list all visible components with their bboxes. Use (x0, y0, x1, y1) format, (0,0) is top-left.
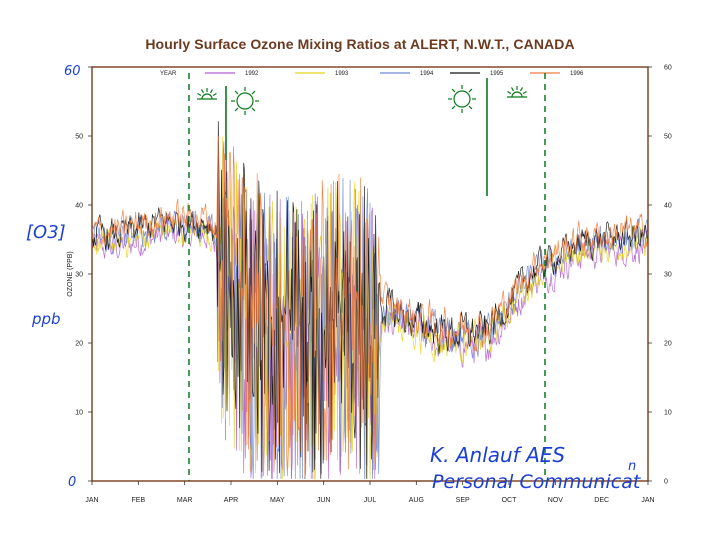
legend-label-1992: 1992 (245, 71, 259, 77)
sun-icon (448, 85, 476, 113)
chart-title: Hourly Surface Ozone Mixing Ratios at AL… (145, 36, 575, 52)
y-tick-label-right: 30 (664, 272, 672, 279)
sunset-icon (507, 86, 527, 98)
y-tick-label-left: 30 (75, 272, 83, 279)
x-tick-label: FEB (132, 497, 146, 504)
hand-y-zero-label: 0 (68, 475, 76, 490)
y-tick-label-left: 20 (75, 341, 83, 348)
legend-label-1994: 1994 (420, 71, 434, 77)
legend-label-1995: 1995 (490, 71, 504, 77)
hand-credit-line1: K. Anlauf AES (430, 443, 565, 467)
series-line-1996 (92, 135, 649, 478)
y-tick-label-right: 50 (664, 134, 672, 141)
x-tick-label: SEP (456, 497, 470, 504)
y-tick-label-left: 40 (75, 203, 83, 210)
hand-credit-line2: Personal Communicat (432, 471, 642, 493)
legend-title: YEAR (160, 71, 177, 77)
legend-label-1993: 1993 (335, 71, 349, 77)
y-tick-label-right: 60 (664, 65, 672, 72)
x-tick-label: MAY (270, 497, 285, 504)
x-tick-label: AUG (409, 497, 424, 504)
x-tick-label: NOV (548, 497, 564, 504)
x-tick-label: JAN (641, 497, 654, 504)
sunrise-icon (197, 88, 217, 100)
y-tick-label-right: 20 (664, 341, 672, 348)
hand-ppb-label: ppb (31, 310, 61, 328)
sun-icon (231, 87, 259, 115)
y-axis-label: OZONE (PPB) (67, 251, 74, 297)
series-line-1995 (91, 121, 649, 479)
x-tick-label: JUL (364, 497, 377, 504)
y-tick-label-left: 50 (75, 134, 83, 141)
x-tick-label: JUN (317, 497, 331, 504)
y-tick-label-right: 40 (664, 203, 672, 210)
x-tick-label: APR (224, 497, 238, 504)
y-tick-label-right: 0 (664, 479, 668, 486)
y-tick-label-left: 10 (75, 410, 83, 417)
x-tick-label: DEC (594, 497, 609, 504)
series-line-1993 (91, 136, 649, 480)
x-tick-label: MAR (177, 497, 193, 504)
hand-y-top-label: 60 (64, 64, 81, 79)
legend-label-1996: 1996 (570, 71, 584, 77)
x-tick-label: JAN (85, 497, 98, 504)
hand-o3-label: [O3] (26, 222, 66, 243)
hand-credit-sup: n (628, 459, 636, 474)
x-tick-label: OCT (502, 497, 518, 504)
y-tick-label-right: 10 (664, 410, 672, 417)
